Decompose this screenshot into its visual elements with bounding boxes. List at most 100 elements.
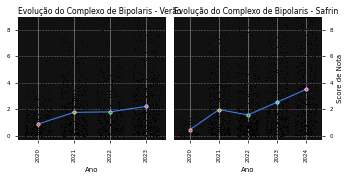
Point [245,26,250,28]
Point [61,134,66,137]
Point [144,119,149,122]
Point [206,99,212,102]
Point [264,124,270,127]
Point [307,119,313,122]
Point [300,109,306,111]
Point [133,51,139,54]
Point [130,123,135,126]
Point [156,33,162,36]
Point [299,84,305,87]
Point [207,125,212,128]
Point [147,66,152,69]
Point [253,119,259,122]
Point [283,107,288,110]
Point [221,34,227,37]
Point [136,124,142,127]
Point [302,15,308,18]
Point [243,97,248,100]
Point [298,78,304,81]
Point [81,133,87,136]
Point [76,105,81,108]
Point [276,34,281,37]
Point [243,75,249,78]
Point [24,114,30,117]
Point [148,127,154,130]
Point [35,105,41,108]
Point [220,129,226,132]
Point [245,121,251,123]
Point [273,15,279,18]
Point [275,94,281,97]
Point [297,64,303,67]
Point [309,15,315,18]
Point [299,108,304,111]
Point [222,129,227,132]
Point [223,122,229,125]
Point [148,86,154,89]
Point [82,85,87,88]
Point [278,108,284,111]
Point [280,15,286,18]
Point [73,126,78,129]
Point [147,133,153,136]
Point [251,131,257,134]
Point [73,116,79,119]
Point [226,113,232,116]
Point [110,131,116,134]
Point [238,116,244,119]
Point [274,15,279,18]
Point [131,84,136,87]
Point [225,134,231,137]
Point [272,127,278,129]
Point [80,115,86,118]
Point [272,62,278,65]
Point [270,106,276,109]
Point [285,119,290,122]
Point [69,117,75,120]
Y-axis label: Score de Nota: Score de Nota [337,54,343,103]
Point [251,97,256,100]
Point [285,105,290,108]
Point [46,131,52,134]
Point [284,65,289,68]
Point [198,118,203,120]
Point [265,131,271,134]
Point [251,55,257,58]
Point [195,132,201,135]
Point [182,119,188,122]
Point [237,125,243,128]
Point [62,116,68,119]
Point [251,122,257,125]
Point [221,65,226,68]
Point [68,69,74,72]
Point [212,123,218,126]
Point [254,101,260,104]
Point [211,133,217,136]
Point [278,15,283,18]
Point [144,51,149,54]
Point [26,131,32,134]
Point [296,15,302,18]
Point [76,15,82,18]
Point [283,109,289,112]
Point [299,64,304,66]
Point [48,119,54,122]
Point [81,107,87,110]
Point [224,131,230,134]
Point [306,42,311,45]
Point [253,119,259,122]
Point [153,103,159,106]
Point [281,76,286,79]
Point [274,126,280,129]
Point [295,24,300,27]
Point [71,111,77,114]
Point [306,117,311,120]
Point [295,98,301,101]
Point [103,130,109,133]
Point [70,109,75,112]
Point [144,58,149,61]
Point [113,94,118,97]
Point [120,83,125,86]
Point [283,126,289,129]
Point [296,15,302,18]
